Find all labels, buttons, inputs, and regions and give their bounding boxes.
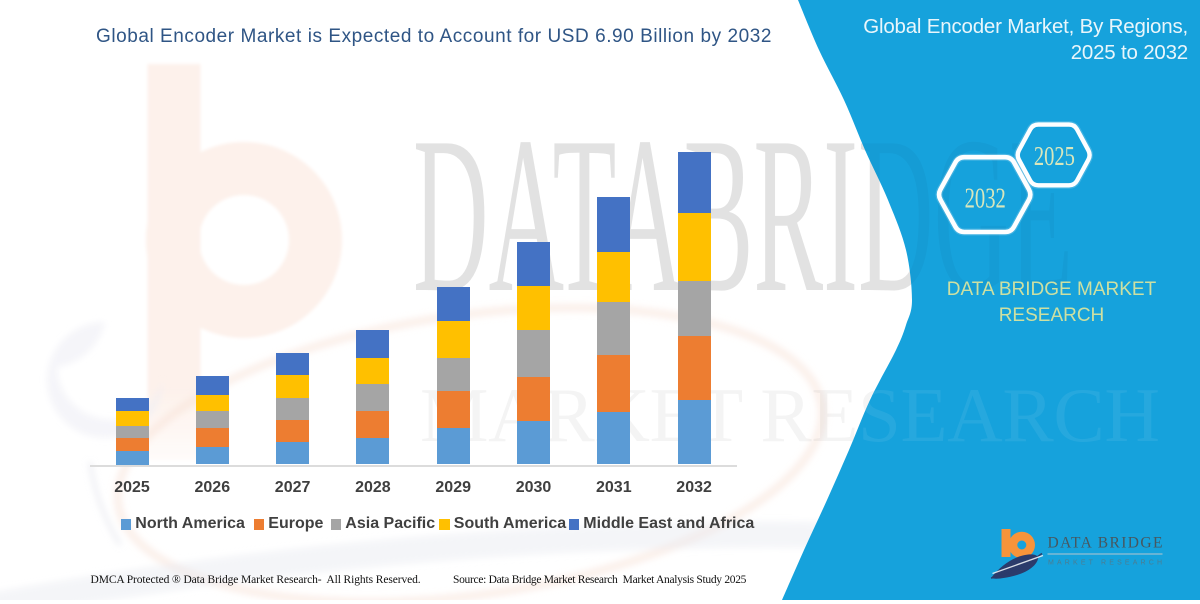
svg-text:MARKET RESEARCH: MARKET RESEARCH	[420, 372, 1160, 458]
svg-text:2025: 2025	[1034, 140, 1075, 171]
svg-text:DATA BRIDGE: DATA BRIDGE	[1048, 534, 1163, 551]
svg-text:2032: 2032	[965, 183, 1006, 214]
svg-text:MARKET RESEARCH: MARKET RESEARCH	[1048, 560, 1162, 567]
